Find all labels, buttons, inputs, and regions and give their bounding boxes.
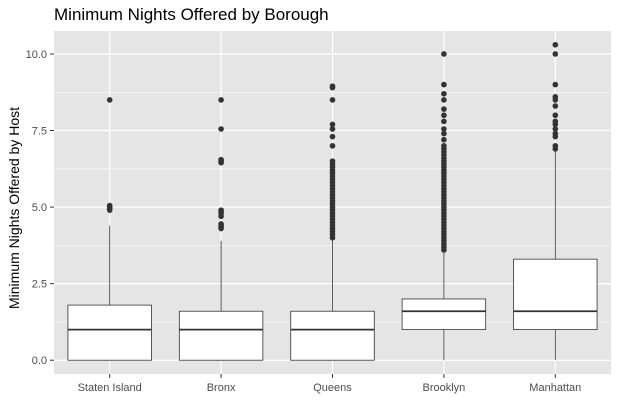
outlier-point	[329, 158, 336, 164]
box-staten-island	[67, 97, 152, 361]
outlier-point	[218, 221, 224, 227]
outlier-point	[218, 156, 224, 163]
outlier-point	[441, 97, 447, 103]
box-manhattan	[513, 41, 598, 361]
outlier-point	[552, 130, 559, 137]
outlier-point	[552, 51, 559, 57]
x-axis-ticks: Staten Island Bronx Queens Brooklyn Manhatta…	[78, 374, 581, 394]
iqr-box	[67, 304, 152, 361]
outlier-point	[441, 143, 447, 149]
y-tick-label: 2.5	[32, 279, 47, 291]
y-tick-label: 7.5	[32, 126, 47, 138]
y-axis-ticks: 0.0 2.5 5.0 7.5 10.0	[26, 49, 54, 367]
outlier-point	[441, 81, 447, 88]
outlier-point	[552, 112, 559, 119]
box-brooklyn	[401, 51, 487, 361]
outlier-point	[552, 126, 559, 132]
outlier-point	[329, 121, 336, 128]
chart-title: Minimum Nights Offered by Borough	[54, 5, 329, 24]
outlier-point	[441, 90, 447, 97]
box-layer	[67, 41, 598, 361]
outlier-point	[329, 97, 336, 103]
outlier-point	[552, 118, 559, 125]
outlier-point	[441, 118, 447, 125]
outlier-point	[329, 133, 336, 140]
iqr-box	[401, 298, 487, 330]
box-bronx	[178, 97, 264, 361]
box-queens	[290, 83, 375, 361]
outlier-point	[441, 106, 447, 112]
outlier-point	[106, 202, 113, 209]
outlier-point	[218, 126, 224, 132]
outlier-point	[441, 51, 447, 57]
x-tick-label: Queens	[313, 382, 352, 394]
outlier-point	[329, 83, 336, 89]
outlier-point	[218, 97, 224, 103]
y-tick-label: 0.0	[32, 355, 47, 367]
iqr-box	[178, 310, 264, 361]
y-tick-label: 5.0	[32, 202, 47, 214]
outlier-point	[218, 207, 224, 213]
outlier-point	[552, 143, 559, 149]
outlier-point	[552, 41, 559, 48]
outlier-point	[552, 94, 559, 100]
iqr-box	[290, 310, 375, 361]
outlier-point	[441, 126, 447, 132]
x-tick-label: Bronx	[207, 382, 236, 394]
x-tick-label: Brooklyn	[423, 382, 466, 394]
outlier-point	[441, 136, 447, 143]
outlier-point	[441, 130, 447, 137]
x-tick-label: Staten Island	[78, 382, 142, 394]
outlier-point	[552, 81, 559, 88]
y-tick-label: 10.0	[26, 49, 47, 61]
outlier-point	[106, 97, 113, 103]
y-axis-label: Minimum Nights Offered by Host	[6, 107, 22, 309]
x-tick-label: Manhattan	[529, 382, 581, 394]
outlier-point	[329, 143, 336, 149]
outlier-point	[329, 126, 336, 132]
iqr-box	[513, 258, 598, 330]
outlier-point	[552, 103, 559, 109]
outlier-point	[441, 112, 447, 119]
